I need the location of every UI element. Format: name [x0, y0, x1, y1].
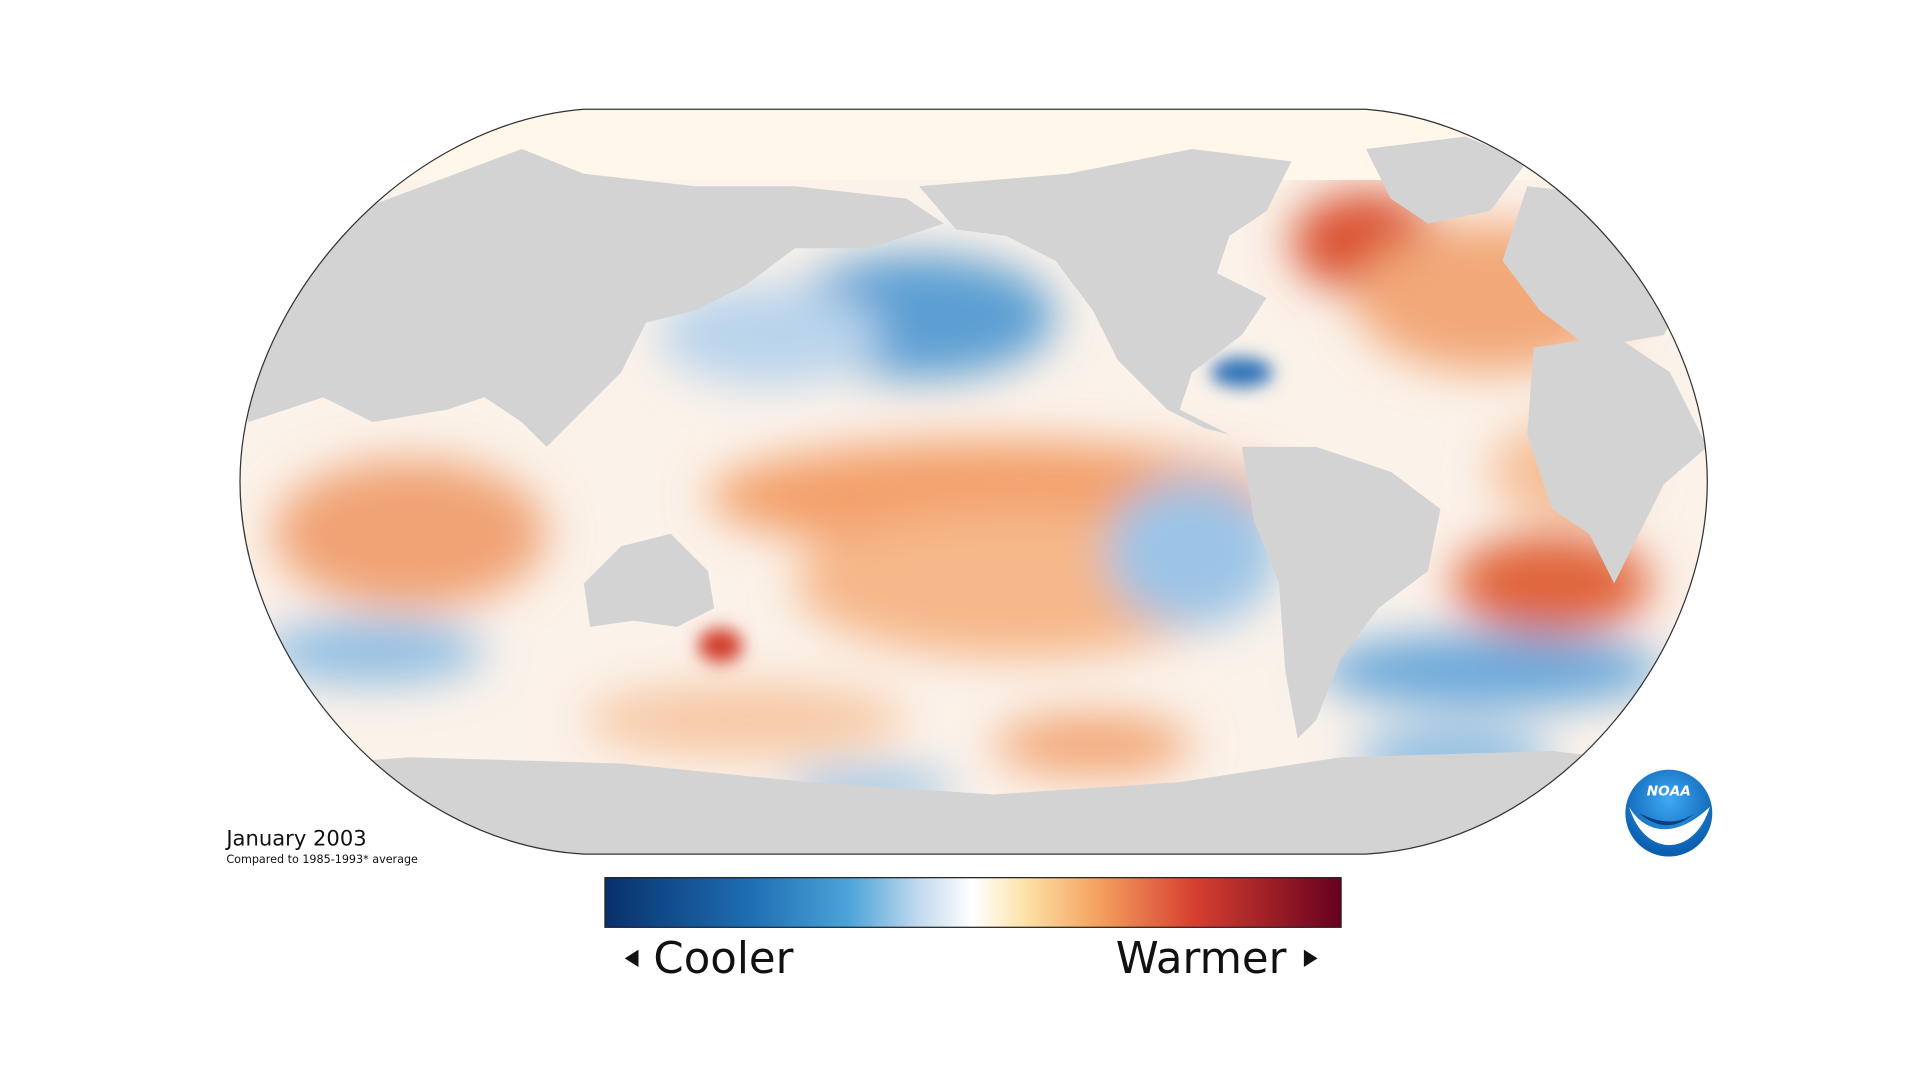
- map-title: January 2003: [224, 825, 366, 850]
- map-outline: [239, 108, 1708, 855]
- arrow-left: [624, 949, 639, 968]
- map-body: [240, 109, 1708, 855]
- legend-high: Warmer: [1116, 934, 1287, 984]
- noaa-logo: NOAA: [1625, 769, 1713, 857]
- legend-low: Cooler: [653, 934, 793, 984]
- map-subtitle: Compared to 1985-1993* average: [226, 853, 418, 866]
- color-bar: [604, 877, 1342, 928]
- arrow-right: [1303, 949, 1318, 968]
- logo-text: NOAA: [1647, 784, 1691, 800]
